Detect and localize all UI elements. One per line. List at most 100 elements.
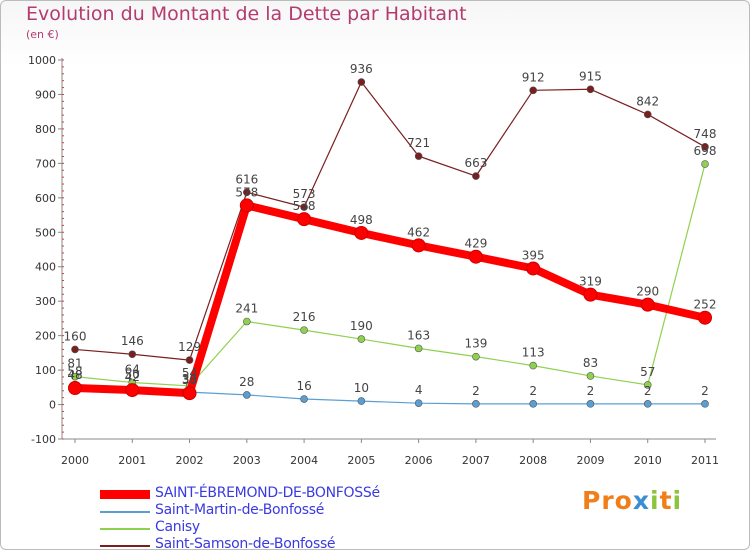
data-label: 36 [182,372,197,386]
data-point [468,249,483,264]
x-tick-label: 2009 [576,454,604,467]
logo-letter: t [659,486,673,515]
data-label: 2 [587,384,595,398]
data-point [300,203,308,211]
x-tick-label: 2001 [118,454,146,467]
data-label: 616 [235,172,258,186]
data-point [529,361,537,370]
data-label: 2 [529,384,537,398]
data-point [586,85,595,94]
data-label: 721 [407,136,430,150]
data-point [586,400,595,408]
y-tick-label: 500 [35,226,56,239]
data-label: 2 [644,384,652,398]
data-label: 319 [579,275,602,289]
chart-data-labels: 160 146 129 616 573 936 721 663 912 915 842 748 81 64… [64,62,717,398]
data-label: 129 [178,340,201,354]
y-tick-label: 600 [35,192,56,205]
x-tick-label: 2011 [691,454,719,467]
series-line [71,201,709,398]
data-point [529,400,537,408]
x-tick-label: 2000 [61,454,89,467]
logo-letter: P [582,486,602,515]
chart-axes: -100 0 100 200 300 400 500 600 700 800 900 1000 2000… [28,54,719,467]
legend-label: Saint-Martin-de-Bonfossé [155,502,325,518]
data-point [243,317,251,326]
data-point [701,143,709,151]
data-point [128,350,137,359]
y-tick-label: 400 [35,261,56,274]
data-point [643,110,652,119]
data-point [414,399,423,407]
data-point [701,160,709,168]
data-point [529,86,537,95]
data-point [297,212,312,227]
data-label: 64 [125,362,140,376]
data-label: 429 [464,237,487,251]
data-point [526,261,541,276]
data-label: 57 [640,365,655,379]
data-label: 2 [472,384,480,398]
data-label: 83 [583,356,598,370]
data-label: 2 [701,384,709,398]
data-point [357,78,366,86]
data-label: 538 [293,199,316,213]
data-label: 58 [67,365,82,379]
y-tick-label: -100 [31,433,56,446]
logo-letter: i [672,486,683,515]
data-label: 216 [293,310,316,324]
data-label: 573 [293,187,316,201]
data-point [239,198,254,213]
y-tick-label: 300 [35,295,56,308]
data-label: 663 [464,156,487,170]
data-label: 912 [522,70,545,84]
logo-letter: x [632,486,650,515]
data-label: 139 [464,337,487,351]
x-tick-label: 2008 [519,454,547,467]
legend-label: Canisy [155,519,200,535]
series-line [74,163,706,387]
data-point [182,386,197,401]
x-tick-label: 2002 [176,454,204,467]
data-point [243,188,251,197]
data-label: 915 [579,69,602,83]
legend-swatch [100,511,150,513]
legend-label: Saint-Samson-de-Bonfossé [155,536,336,552]
legend-swatch [100,490,150,499]
legend-label: SAINT-ÉBREMOND-DE-BONFOSSé [155,485,380,501]
data-point [68,381,82,396]
data-point [640,297,655,312]
data-point [243,391,251,399]
data-label: 146 [121,334,144,348]
data-label: 160 [64,329,87,343]
data-point [414,152,423,160]
data-point [643,400,652,408]
data-label: 81 [67,357,82,371]
data-label: 54 [182,366,197,380]
data-label: 252 [694,298,717,312]
data-label: 42 [125,370,140,384]
data-label: 48 [67,368,82,382]
data-label: 50 [125,367,140,381]
data-label: 462 [407,225,430,239]
series-line [74,81,706,361]
data-point [357,335,366,343]
x-tick-label: 2005 [347,454,375,467]
data-point [472,352,480,361]
y-tick-label: 0 [49,399,56,412]
data-point [472,400,480,408]
data-point [357,397,366,405]
data-label: 842 [636,94,659,108]
data-point [586,372,595,380]
data-label: 16 [296,379,311,393]
data-point [300,326,308,334]
data-label: 163 [407,328,430,342]
data-label: 4 [415,383,423,397]
data-label: 498 [350,213,373,227]
data-point [354,225,369,240]
data-label: 241 [235,302,258,316]
y-tick-label: 900 [35,88,56,101]
data-point [185,356,194,364]
